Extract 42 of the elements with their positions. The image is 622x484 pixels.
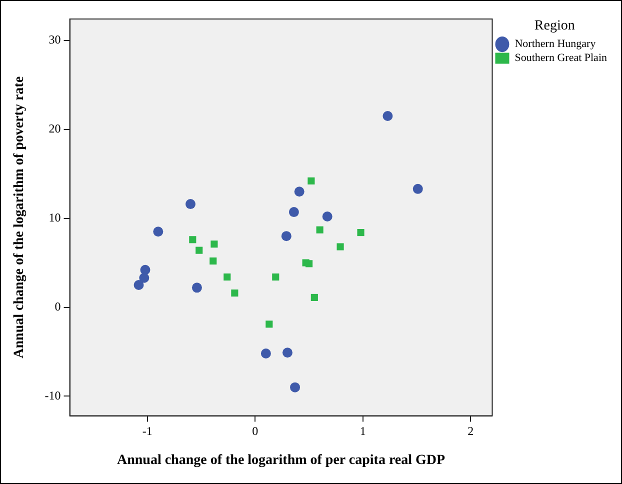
point	[281, 231, 292, 242]
x-tick-label: 2	[468, 424, 474, 438]
y-tick-label: -10	[44, 388, 61, 402]
point	[260, 348, 271, 359]
point	[316, 226, 324, 234]
y-tick-label: 20	[48, 121, 61, 136]
point	[357, 228, 364, 236]
legend-label: Northern Hungary	[514, 38, 596, 50]
x-tick-label: 1	[360, 424, 366, 438]
x-tick-label: 0	[252, 424, 258, 438]
x-tick-label: -1	[142, 424, 152, 438]
point	[192, 282, 202, 293]
point	[310, 294, 318, 302]
point	[412, 184, 423, 194]
point	[382, 110, 393, 121]
point	[231, 289, 238, 297]
point	[282, 348, 292, 358]
point	[210, 257, 217, 265]
point	[224, 273, 231, 281]
point	[288, 207, 299, 218]
y-tick-label: 30	[48, 32, 61, 47]
y-axis-title: Annual change of the logarithm of poverty rate	[12, 76, 28, 358]
y-tick-label: 10	[48, 210, 61, 224]
point	[266, 320, 273, 328]
point	[153, 226, 164, 237]
point	[294, 186, 304, 197]
point	[308, 177, 315, 184]
point	[272, 273, 280, 281]
point	[306, 260, 313, 268]
point	[189, 236, 196, 244]
point	[336, 243, 344, 250]
legend-label: Southern Great Plain	[514, 52, 608, 64]
point	[139, 272, 150, 283]
point	[185, 199, 196, 210]
legend-title: Region	[534, 18, 575, 34]
point	[196, 246, 203, 254]
point	[210, 240, 218, 248]
y-tick-label: 0	[54, 299, 61, 314]
x-axis-title: Annual change of the logarithm of per capita real GDP	[116, 453, 446, 468]
point	[134, 280, 144, 290]
point	[290, 382, 300, 392]
point	[322, 212, 332, 222]
